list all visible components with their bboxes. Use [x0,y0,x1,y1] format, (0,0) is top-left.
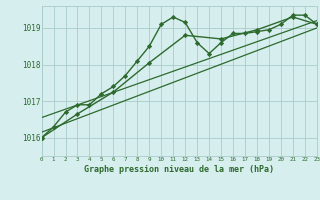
X-axis label: Graphe pression niveau de la mer (hPa): Graphe pression niveau de la mer (hPa) [84,165,274,174]
